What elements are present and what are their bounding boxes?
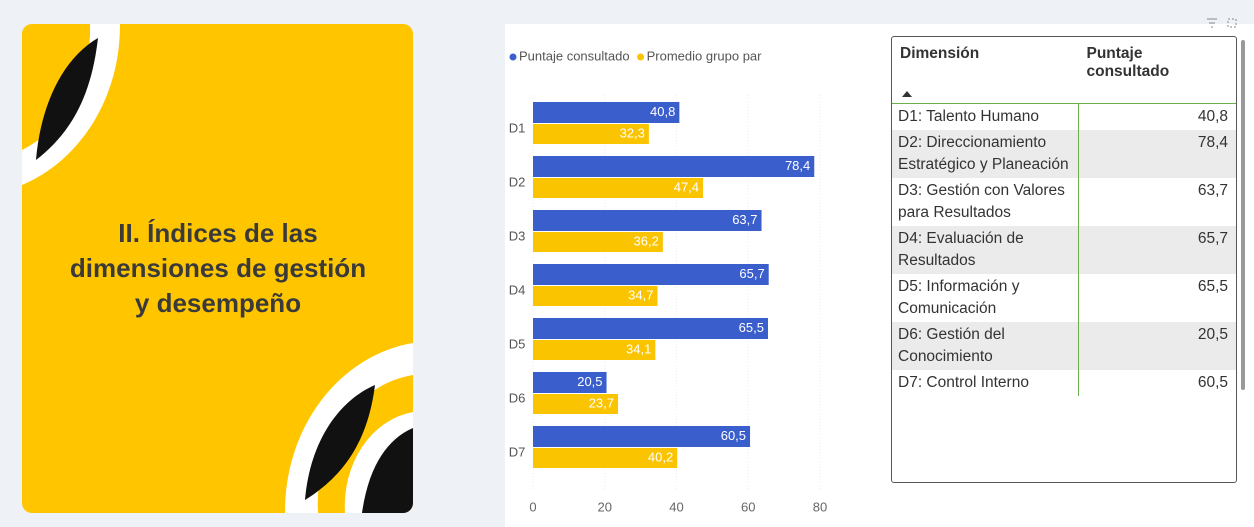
bar	[533, 124, 649, 144]
dimension-cell: D3: Gestión con Valores para Resultados	[892, 178, 1079, 226]
y-tick-label: D7	[509, 444, 526, 459]
card-title: y desempeño	[135, 288, 301, 318]
y-tick-label: D5	[509, 336, 526, 351]
y-tick-label: D2	[509, 174, 526, 189]
table-row[interactable]: D6: Gestión del Conocimiento 20,5	[892, 322, 1236, 370]
dimension-cell: D5: Información y Comunicación	[892, 274, 1079, 322]
score-cell: 63,7	[1197, 182, 1228, 199]
legend-label: Promedio grupo par	[647, 48, 763, 63]
x-tick-label: 80	[813, 499, 827, 514]
table-header: Dimensión Puntaje consultado	[892, 37, 1236, 104]
data-label: 65,7	[739, 266, 764, 281]
data-label: 78,4	[785, 158, 810, 173]
bar	[533, 394, 619, 414]
data-label: 32,3	[620, 125, 645, 140]
data-label: 47,4	[674, 179, 699, 194]
y-tick-label: D4	[509, 282, 526, 297]
bar	[533, 286, 658, 306]
data-label: 20,5	[577, 374, 602, 389]
dimension-cell: D6: Gestión del Conocimiento	[892, 322, 1079, 370]
visual-icons[interactable]	[1207, 18, 1237, 28]
score-cell: 60,5	[1197, 374, 1228, 391]
card-decoration	[22, 24, 413, 513]
scrollbar[interactable]	[1241, 40, 1245, 390]
table-row[interactable]: D5: Información y Comunicación 65,5	[892, 274, 1236, 322]
bar-chart: 0 20 40 60 80 Puntaje consultado Promedio grup…	[509, 48, 828, 514]
bar	[533, 264, 769, 285]
focus-icon[interactable]	[1227, 18, 1237, 28]
score-cell: 65,7	[1197, 230, 1228, 247]
bar	[533, 156, 815, 177]
data-label: 65,5	[739, 320, 764, 335]
dimension-cell: D2: Direccionamiento Estratégico y Plane…	[892, 130, 1079, 178]
table-row[interactable]: D3: Gestión con Valores para Resultados 6…	[892, 178, 1236, 226]
data-label: 60,5	[721, 428, 746, 443]
x-tick-label: 0	[529, 499, 536, 514]
dimension-cell: D1: Talento Humano	[892, 103, 1079, 130]
score-cell: 65,5	[1197, 278, 1228, 295]
card-title: II. Índices de las	[118, 218, 317, 248]
bar	[533, 210, 762, 231]
data-label: 40,2	[648, 449, 673, 464]
table-row[interactable]: D4: Evaluación de Resultados 65,7	[892, 226, 1236, 274]
dimension-cell: D7: Control Interno	[892, 370, 1079, 396]
bar	[533, 102, 680, 123]
table-visual: Dimensión Puntaje consultado D1: Talento…	[891, 36, 1237, 483]
dimension-cell: D4: Evaluación de Resultados	[892, 226, 1079, 274]
column-header[interactable]: Dimensión	[892, 37, 1079, 104]
y-tick-label: D1	[509, 120, 526, 135]
table-row[interactable]: D1: Talento Humano 40,8	[892, 103, 1236, 130]
score-cell: 20,5	[1197, 326, 1228, 343]
y-tick-label: D3	[509, 228, 526, 243]
legend-marker	[509, 53, 517, 61]
score-cell: 40,8	[1197, 108, 1228, 125]
filter-icon[interactable]	[1207, 18, 1217, 28]
data-label: 36,2	[634, 233, 659, 248]
bar	[533, 232, 663, 252]
bar	[533, 426, 751, 447]
data-label: 40,8	[650, 104, 675, 119]
bar	[533, 340, 656, 360]
header-text: Dimensión	[900, 45, 980, 62]
y-tick-label: D6	[509, 390, 526, 405]
data-label: 34,7	[628, 287, 653, 302]
sort-arrow[interactable]	[902, 91, 912, 97]
card	[22, 24, 413, 513]
bar	[533, 372, 607, 393]
x-tick-label: 20	[598, 499, 612, 514]
data-label: 63,7	[732, 212, 757, 227]
table-row[interactable]: D2: Direccionamiento Estratégico y Plane…	[892, 130, 1236, 178]
legend-marker	[637, 53, 645, 61]
table-row[interactable]: D7: Control Interno 60,5	[892, 370, 1236, 396]
legend-label: Puntaje consultado	[519, 48, 630, 63]
data-label: 34,1	[626, 341, 651, 356]
bar	[533, 178, 704, 198]
card-title: dimensiones de gestión	[70, 253, 366, 283]
data-label: 23,7	[589, 395, 614, 410]
x-tick-label: 40	[669, 499, 683, 514]
header-text: Puntaje consultado	[1086, 45, 1170, 80]
bar	[533, 448, 678, 468]
x-tick-label: 60	[741, 499, 755, 514]
bar	[533, 318, 768, 339]
table: Dimensión Puntaje consultado D1: Talento…	[892, 37, 1236, 396]
score-cell: 78,4	[1197, 134, 1228, 151]
column-header[interactable]: Puntaje consultado	[1079, 37, 1237, 104]
